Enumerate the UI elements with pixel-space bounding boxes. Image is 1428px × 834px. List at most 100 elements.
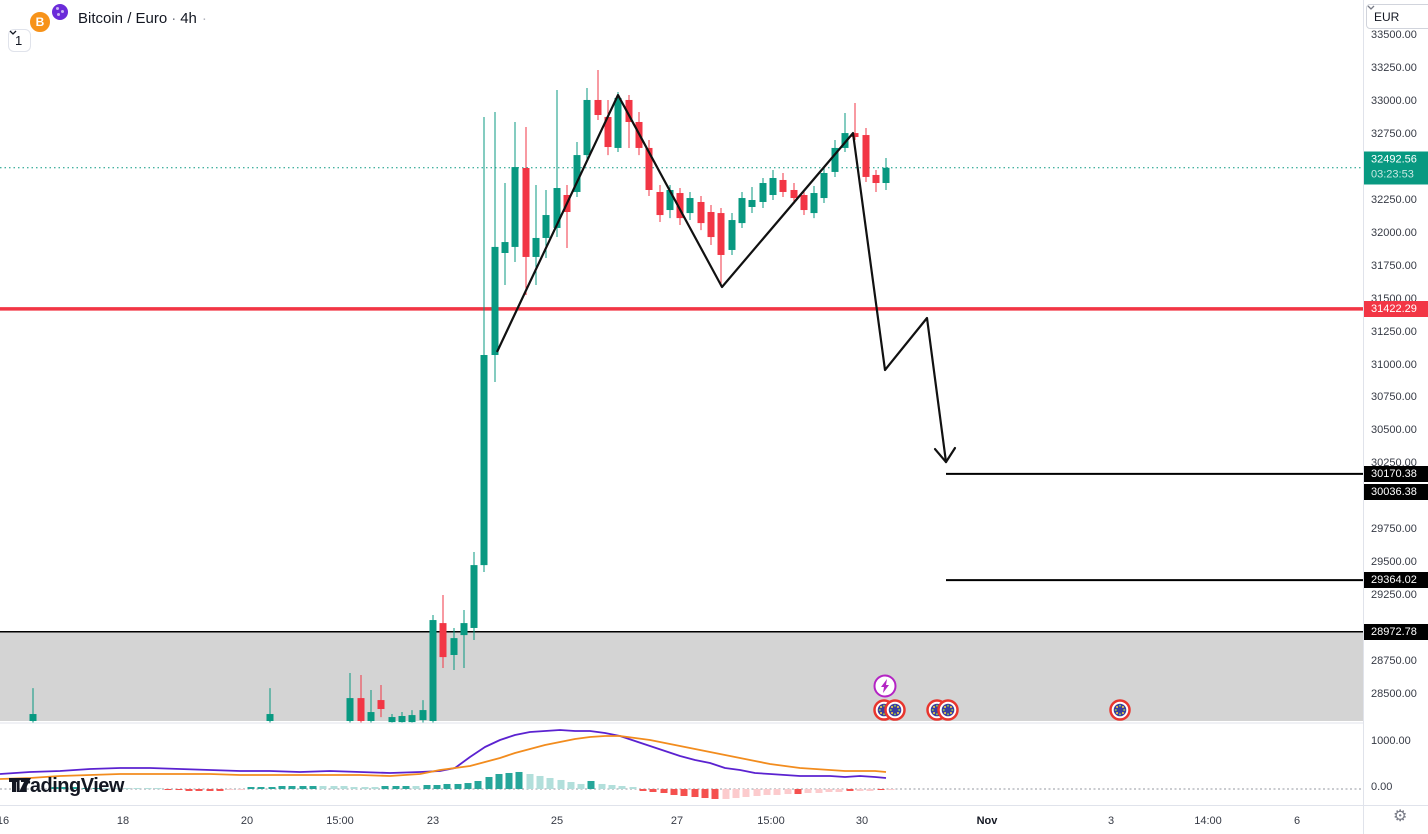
candle-body	[450, 638, 458, 655]
price-line-badge: 31422.29	[1364, 300, 1428, 317]
coin-dot	[1114, 709, 1117, 711]
time-tick-label: 25	[550, 815, 564, 827]
arrowhead	[933, 447, 948, 464]
indicator-tick-label: 0.00	[1371, 781, 1393, 793]
bitcoin-icon: B	[28, 10, 52, 34]
currency-selector[interactable]: EUR	[1366, 4, 1428, 29]
candle-body	[614, 98, 622, 148]
candle-body	[820, 172, 828, 199]
histogram-bar	[887, 789, 895, 791]
coin-dot	[883, 713, 885, 716]
candle-body	[769, 178, 777, 196]
settings-gear-icon[interactable]: ⚙	[1393, 808, 1408, 825]
coin-dot	[898, 709, 901, 711]
coin-dot	[936, 704, 938, 707]
histogram-bar	[515, 771, 523, 789]
histogram-bar	[587, 780, 595, 789]
histogram-bar	[557, 779, 565, 789]
histogram-bar	[433, 784, 441, 789]
histogram-bar	[536, 775, 544, 789]
candle-body	[480, 355, 488, 566]
histogram-bar	[185, 789, 193, 791]
coin-dot	[949, 706, 952, 709]
histogram-bar	[247, 787, 255, 789]
symbol-legend[interactable]: B Bitcoin / Euro · 4h ·	[28, 4, 207, 34]
tradingview-logo-icon	[9, 778, 31, 792]
tradingview-watermark[interactable]: TradingView	[8, 775, 124, 798]
histogram-bar	[195, 789, 203, 791]
histogram-bar	[670, 789, 678, 795]
time-tick-label: 20	[240, 815, 254, 827]
lightning-bolt-glyph	[881, 679, 889, 693]
histogram-bar	[732, 789, 740, 799]
tradingview-logo-text: TradingView	[12, 775, 124, 797]
price-tick-label: 28750.00	[1371, 655, 1417, 668]
candle-body	[367, 712, 375, 722]
layout-count-button[interactable]: 1	[8, 29, 32, 52]
euro-coin-icon	[52, 4, 68, 20]
candle-body	[583, 99, 591, 156]
candle-body	[266, 714, 274, 722]
time-tick-label: 3	[1107, 815, 1115, 827]
candle-body	[717, 213, 725, 255]
candle-body	[460, 623, 468, 636]
indicator-tick-label: 1000.00	[1371, 735, 1411, 747]
histogram-bar	[423, 784, 431, 789]
price-tick-label: 32250.00	[1371, 193, 1417, 206]
histogram-bar	[804, 789, 812, 794]
coin-dot	[931, 709, 934, 711]
histogram-bar	[371, 787, 379, 789]
coin-dot	[951, 709, 954, 711]
candle-body	[656, 191, 664, 216]
coin-dot	[942, 709, 945, 711]
candle-body	[748, 200, 756, 207]
coin-dot	[883, 704, 885, 707]
coin-dot	[1116, 711, 1119, 714]
layout-count-label: 1	[15, 33, 23, 48]
trend-drawing[interactable]	[496, 93, 948, 463]
candle-body	[841, 133, 849, 148]
candle-body	[594, 99, 602, 116]
candle-body	[439, 623, 447, 658]
time-tick-label: 6	[1293, 815, 1301, 827]
price-tick-label: 33000.00	[1371, 94, 1417, 107]
candle-body	[553, 188, 561, 228]
histogram-bar	[102, 787, 110, 789]
histogram-bar	[505, 772, 513, 789]
candle-body	[707, 212, 715, 238]
histogram-bar	[753, 789, 761, 796]
candle-body	[532, 237, 540, 257]
time-tick-label: 30	[855, 815, 869, 827]
histogram-bar	[773, 789, 781, 795]
candle-body	[810, 193, 818, 214]
histogram-bar	[454, 783, 462, 789]
coin-dot	[894, 713, 896, 716]
histogram-bar	[330, 786, 338, 789]
histogram-bar	[175, 789, 183, 791]
coin-dot	[891, 711, 894, 714]
coin-dot	[947, 713, 949, 716]
candle-body	[759, 183, 767, 202]
candle-body	[429, 620, 437, 722]
candle-body	[491, 246, 499, 356]
support-zone[interactable]	[0, 631, 1363, 721]
histogram-bar	[784, 789, 792, 795]
price-tick-label: 28500.00	[1371, 688, 1417, 700]
coin-dot	[933, 706, 936, 709]
coin-dot	[880, 706, 883, 709]
candle-body	[357, 698, 365, 722]
symbol-title[interactable]: Bitcoin / Euro · 4h ·	[78, 10, 207, 27]
histogram-bar	[701, 789, 709, 799]
candle-body	[862, 135, 870, 177]
histogram-bar	[464, 783, 472, 789]
candle-body	[573, 155, 581, 192]
price-tick-label: 32000.00	[1371, 226, 1417, 239]
coin-dot	[944, 711, 947, 714]
histogram-bar	[237, 789, 245, 791]
coin-dot	[1119, 704, 1121, 707]
histogram-bar	[598, 783, 606, 789]
histogram-bar	[350, 787, 358, 789]
histogram-bar	[711, 789, 719, 799]
candle-body	[697, 201, 705, 224]
